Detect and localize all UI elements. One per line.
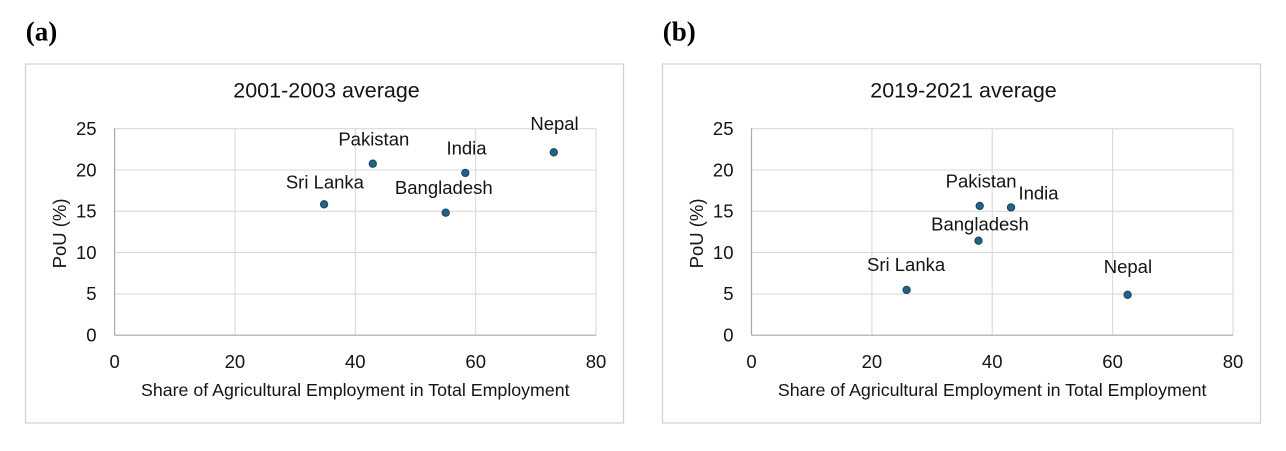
svg-text:20: 20 bbox=[713, 159, 734, 180]
svg-text:5: 5 bbox=[86, 283, 96, 304]
svg-text:60: 60 bbox=[1102, 351, 1123, 372]
svg-text:20: 20 bbox=[225, 351, 246, 372]
svg-text:25: 25 bbox=[713, 118, 734, 139]
svg-text:Share of Agricultural Employme: Share of Agricultural Employment in Tota… bbox=[778, 380, 1207, 400]
svg-text:25: 25 bbox=[76, 118, 97, 139]
svg-text:0: 0 bbox=[723, 325, 733, 346]
svg-text:Nepal: Nepal bbox=[530, 113, 578, 134]
svg-text:Sri Lanka: Sri Lanka bbox=[286, 172, 365, 193]
svg-text:0: 0 bbox=[109, 351, 119, 372]
svg-text:(b): (b) bbox=[663, 16, 696, 46]
svg-text:15: 15 bbox=[713, 201, 734, 222]
svg-text:20: 20 bbox=[862, 351, 883, 372]
svg-text:PoU (%): PoU (%) bbox=[686, 198, 707, 268]
svg-text:10: 10 bbox=[713, 242, 734, 263]
svg-text:80: 80 bbox=[586, 351, 607, 372]
svg-text:Bangladesh: Bangladesh bbox=[395, 177, 493, 198]
svg-text:Pakistan: Pakistan bbox=[338, 128, 409, 149]
svg-text:Share of Agricultural Employme: Share of Agricultural Employment in Tota… bbox=[141, 380, 570, 400]
svg-text:10: 10 bbox=[76, 242, 97, 263]
svg-text:5: 5 bbox=[723, 283, 733, 304]
svg-text:40: 40 bbox=[345, 351, 366, 372]
svg-text:Bangladesh: Bangladesh bbox=[931, 214, 1029, 235]
svg-text:20: 20 bbox=[76, 159, 97, 180]
svg-text:2001-2003 average: 2001-2003 average bbox=[233, 78, 420, 102]
svg-text:(a): (a) bbox=[26, 16, 57, 46]
svg-text:India: India bbox=[1018, 183, 1059, 204]
svg-text:2019-2021 average: 2019-2021 average bbox=[870, 78, 1057, 102]
svg-text:Nepal: Nepal bbox=[1104, 256, 1152, 277]
svg-text:Sri Lanka: Sri Lanka bbox=[867, 254, 946, 275]
svg-text:15: 15 bbox=[76, 201, 97, 222]
svg-text:40: 40 bbox=[982, 351, 1003, 372]
svg-text:60: 60 bbox=[465, 351, 486, 372]
svg-text:Pakistan: Pakistan bbox=[946, 171, 1017, 192]
svg-text:80: 80 bbox=[1223, 351, 1244, 372]
svg-text:PoU (%): PoU (%) bbox=[49, 198, 70, 268]
svg-text:0: 0 bbox=[86, 325, 96, 346]
svg-text:0: 0 bbox=[746, 351, 756, 372]
svg-text:India: India bbox=[446, 138, 487, 159]
